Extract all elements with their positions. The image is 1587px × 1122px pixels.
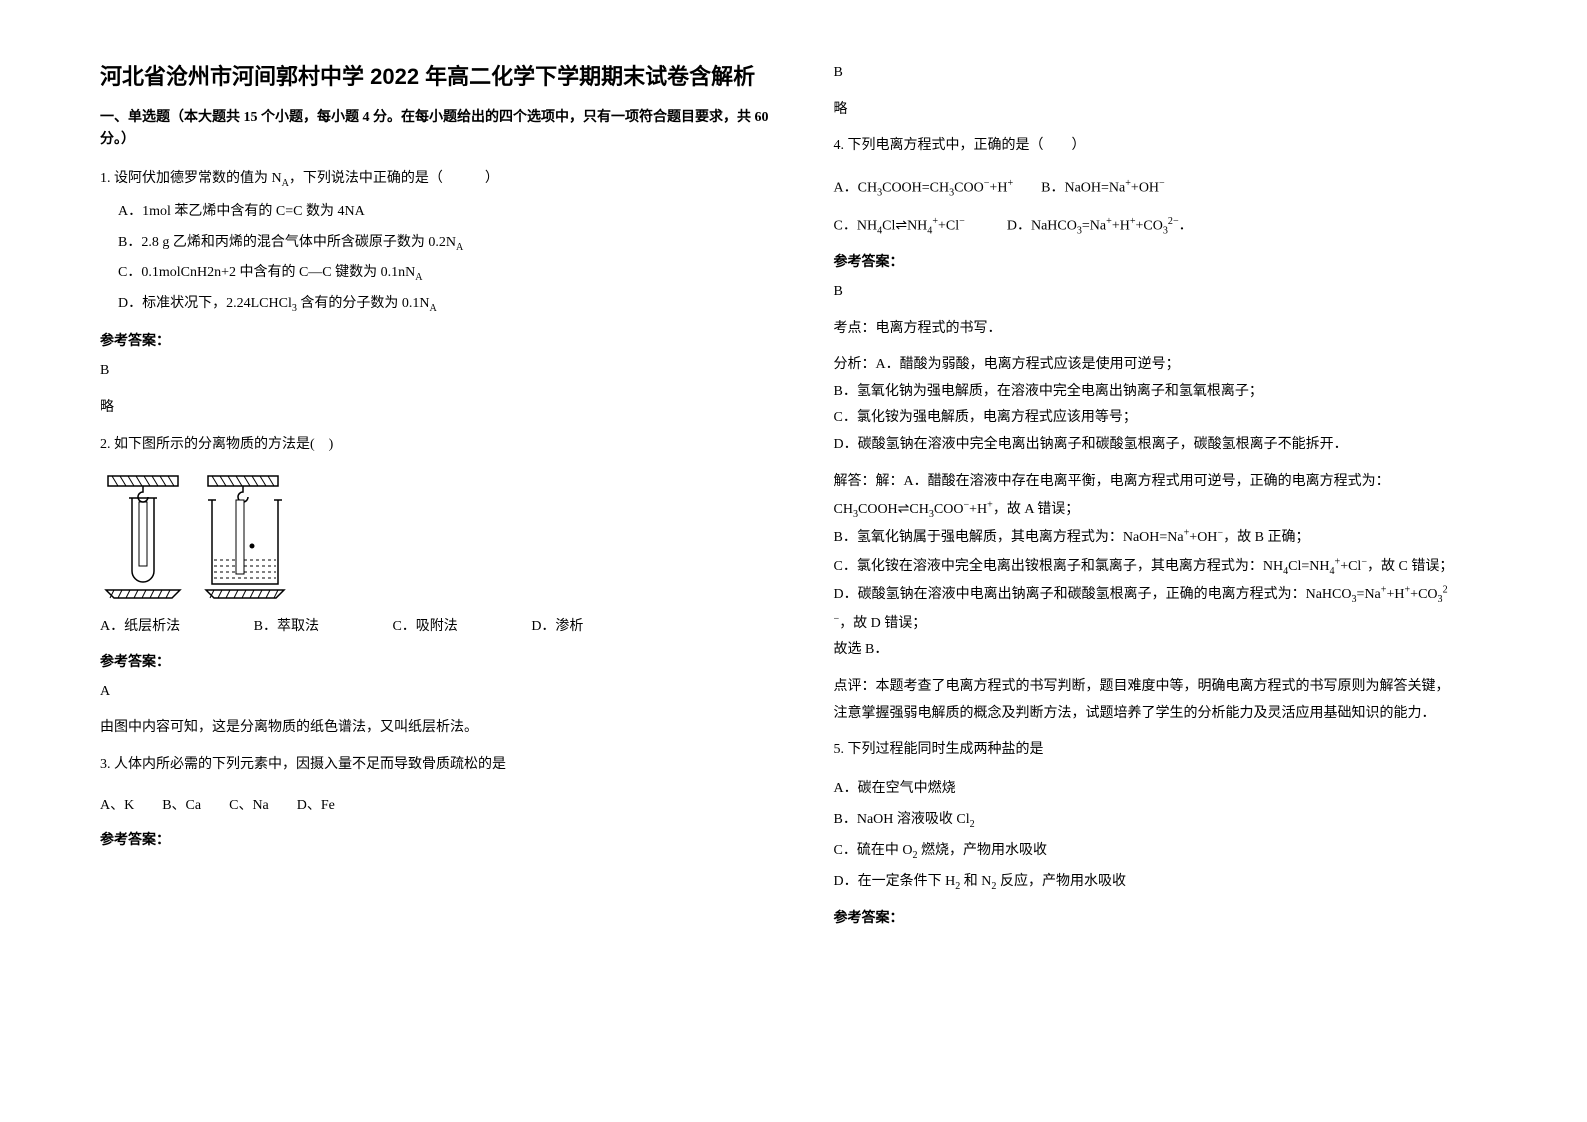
q5-opt-c: C．硫在中 O2 燃烧，产物用水吸收 xyxy=(834,836,1508,867)
q1-explanation: 略 xyxy=(100,395,774,422)
section-header: 一、单选题（本大题共 15 个小题，每小题 4 分。在每小题给出的四个选项中，只… xyxy=(100,107,774,152)
q2-opt-d: D．渗析 xyxy=(531,619,583,634)
right-column: B 略 4. 下列电离方程式中，正确的是（ ） A．CH3COOH=CH3COO… xyxy=(834,60,1508,935)
q1-answer: B xyxy=(100,358,774,385)
doc-title: 河北省沧州市河间郭村中学 2022 年高二化学下学期期末试卷含解析 xyxy=(100,60,774,93)
q2-opt-b: B．萃取法 xyxy=(254,619,319,634)
q4-dp1: 点评：本题考查了电离方程式的书写判断，题目难度中等，明确电离方程式的书写原则为解… xyxy=(834,679,1450,694)
question-3: 3. 人体内所必需的下列元素中，因摄入量不足而导致骨质疏松的是 A、K B、Ca… xyxy=(100,752,774,819)
q4-answer-label: 参考答案： xyxy=(834,251,1508,271)
question-4: 4. 下列电离方程式中，正确的是（ ） A．CH3COOH=CH3COO−+H+… xyxy=(834,133,1508,241)
q4-kaodian: 考点：电离方程式的书写． xyxy=(834,316,1508,343)
q5-opt-b: B．NaOH 溶液吸收 Cl2 xyxy=(834,805,1508,836)
q2-options: A．纸层析法 B．萃取法 C．吸附法 D．渗析 xyxy=(100,614,774,641)
q1-stem: 1. 设阿伏加德罗常数的值为 NA，下列说法中正确的是（ ） xyxy=(100,166,774,193)
left-column: 河北省沧州市河间郭村中学 2022 年高二化学下学期期末试卷含解析 一、单选题（… xyxy=(100,60,774,935)
q4-jieda: 解答：解：A．醋酸在溶液中存在电离平衡，电离方程式用可逆号，正确的电离方程式为：… xyxy=(834,469,1508,664)
q4-fenxi: 分析：A．醋酸为弱酸，电离方程式应该是使用可逆号； B．氢氧化钠为强电解质，在溶… xyxy=(834,352,1508,458)
q4-dianping: 点评：本题考查了电离方程式的书写判断，题目难度中等，明确电离方程式的书写原则为解… xyxy=(834,674,1508,727)
q4-jd-d2: −，故 D 错误； xyxy=(834,616,927,631)
q1-opt-c: C．0.1molCnH2n+2 中含有的 C—C 键数为 0.1nNA xyxy=(118,258,774,289)
q2-opt-c: C．吸附法 xyxy=(392,619,457,634)
q4-fx-label: 分析： xyxy=(834,357,876,372)
q2-explanation: 由图中内容可知，这是分离物质的纸色谱法，又叫纸层析法。 xyxy=(100,715,774,742)
q4-jd-a2: CH3COOH⇌CH3COO−+H+，故 A 错误； xyxy=(834,502,1080,517)
q3-answer-label: 参考答案： xyxy=(100,829,774,849)
question-2: 2. 如下图所示的分离物质的方法是( ) xyxy=(100,432,774,641)
q4-fx-a: A．醋酸为弱酸，电离方程式应该是使用可逆号； xyxy=(876,357,1180,372)
q1-options: A．1mol 苯乙烯中含有的 C=C 数为 4NA B．2.8 g 乙烯和丙烯的… xyxy=(100,197,774,321)
q4-stem: 4. 下列电离方程式中，正确的是（ ） xyxy=(834,133,1508,160)
q4-options-row2: C．NH4Cl⇌NH4++Cl− D．NaHCO3=Na++H++CO32−． xyxy=(834,212,1508,241)
q1-opt-a: A．1mol 苯乙烯中含有的 C=C 数为 4NA xyxy=(118,197,774,228)
q4-jd-b: B．氢氧化钠属于强电解质，其电离方程式为：NaOH=Na++OH−，故 B 正确… xyxy=(834,530,1310,545)
q5-opt-a: A．碳在空气中燃烧 xyxy=(834,774,1508,805)
q2-opt-a: A．纸层析法 xyxy=(100,619,180,634)
q4-fx-b: B．氢氧化钠为强电解质，在溶液中完全电离出钠离子和氢氧根离子； xyxy=(834,384,1263,399)
q4-jd-a1: A．醋酸在溶液中存在电离平衡，电离方程式用可逆号，正确的电离方程式为： xyxy=(904,474,1390,489)
q4-answer: B xyxy=(834,279,1508,306)
q3-answer: B xyxy=(834,60,1508,87)
q4-select: 故选 B． xyxy=(834,642,889,657)
q4-fx-d: D．碳酸氢钠在溶液中完全电离出钠离子和碳酸氢根离子，碳酸氢根离子不能拆开． xyxy=(834,437,1348,452)
q4-options-row1: A．CH3COOH=CH3COO−+H+ B．NaOH=Na++OH− xyxy=(834,174,1508,203)
q2-stem: 2. 如下图所示的分离物质的方法是( ) xyxy=(100,432,774,459)
q4-fx-c: C．氯化铵为强电解质，电离方程式应该用等号； xyxy=(834,410,1137,425)
q2-answer: A xyxy=(100,679,774,706)
question-1: 1. 设阿伏加德罗常数的值为 NA，下列说法中正确的是（ ） A．1mol 苯乙… xyxy=(100,166,774,321)
q4-jd-d: D．碳酸氢钠在溶液中电离出钠离子和碳酸氢根离子，正确的电离方程式为：NaHCO3… xyxy=(834,587,1448,602)
q2-answer-label: 参考答案： xyxy=(100,651,774,671)
q5-opt-d: D．在一定条件下 H2 和 N2 反应，产物用水吸收 xyxy=(834,867,1508,898)
q3-options: A、K B、Ca C、Na D、Fe xyxy=(100,793,774,820)
q3-explanation: 略 xyxy=(834,97,1508,124)
q5-answer-label: 参考答案： xyxy=(834,907,1508,927)
question-5: 5. 下列过程能同时生成两种盐的是 A．碳在空气中燃烧 B．NaOH 溶液吸收 … xyxy=(834,737,1508,897)
q1-answer-label: 参考答案： xyxy=(100,330,774,350)
q3-stem: 3. 人体内所必需的下列元素中，因摄入量不足而导致骨质疏松的是 xyxy=(100,752,774,779)
q5-stem: 5. 下列过程能同时生成两种盐的是 xyxy=(834,737,1508,764)
q4-dp2: 注意掌握强弱电解质的概念及判断方法，试题培养了学生的分析能力及灵活应用基础知识的… xyxy=(834,706,1436,721)
q2-diagram xyxy=(100,466,774,606)
q4-jd-c: C．氯化铵在溶液中完全电离出铵根离子和氯离子，其电离方程式为：NH4Cl=NH4… xyxy=(834,559,1454,574)
q4-jd-label: 解答：解： xyxy=(834,474,904,489)
q1-opt-b: B．2.8 g 乙烯和丙烯的混合气体中所含碳原子数为 0.2NA xyxy=(118,228,774,259)
q1-opt-d: D．标准状况下，2.24LCHCl3 含有的分子数为 0.1NA xyxy=(118,289,774,320)
